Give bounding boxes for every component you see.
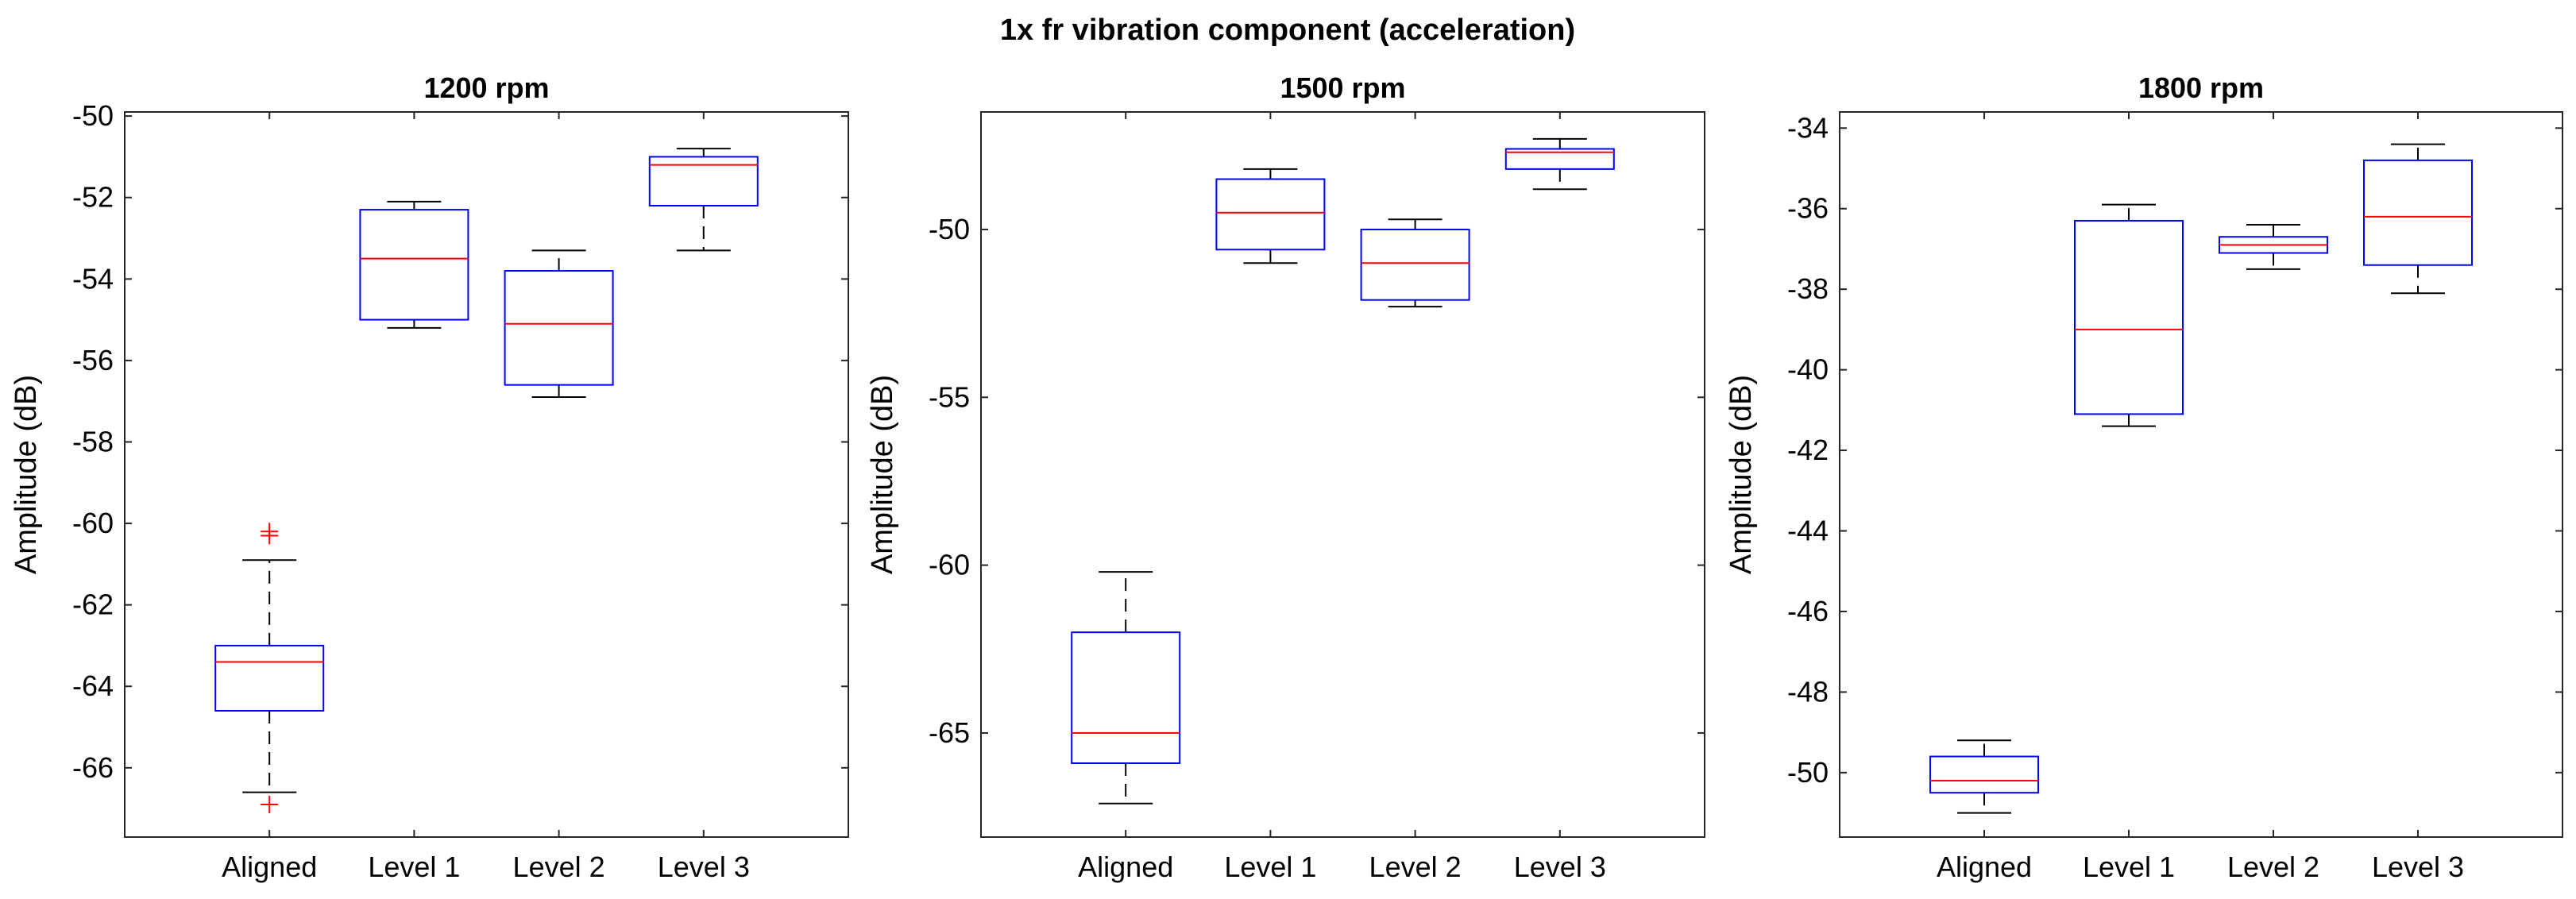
box-level-2 — [1360, 218, 1470, 308]
panel-title: 1500 rpm — [1280, 71, 1405, 104]
x-tick-label: Level 3 — [658, 851, 750, 883]
y-axis-label: Amplitude (dB) — [10, 375, 43, 574]
x-tick-label: Aligned — [222, 851, 317, 883]
plot-frame — [124, 111, 849, 838]
y-tick-label: -62 — [72, 588, 114, 621]
y-tick-label: -52 — [72, 181, 114, 214]
x-tick-label: Level 2 — [1369, 851, 1462, 883]
box-aligned — [1071, 571, 1181, 804]
y-tick-label: -58 — [72, 425, 114, 457]
y-tick-label: -65 — [929, 716, 970, 749]
y-tick-label: -55 — [929, 380, 970, 413]
box-level-1 — [2074, 203, 2184, 427]
x-tick-label: Level 1 — [1224, 851, 1316, 883]
box-aligned — [1929, 739, 2039, 814]
y-tick-label: -60 — [929, 549, 970, 581]
box-level-2 — [2219, 224, 2328, 270]
iqr-box — [504, 270, 614, 386]
panel-1200-rpm: 1200 rpm -66 -64 -62 -60 -58 -56 -54 -52 -50 Align… — [10, 71, 849, 883]
box-level-3 — [1504, 137, 1615, 191]
y-tick-label: -64 — [72, 669, 114, 702]
box-level-1 — [359, 200, 469, 329]
iqr-box — [648, 156, 759, 206]
x-tick-label: Aligned — [1937, 851, 2032, 883]
iqr-box — [1929, 755, 2039, 794]
y-tick-label: -40 — [1787, 353, 1829, 386]
y-tick-label: -50 — [1787, 756, 1829, 789]
iqr-box — [214, 644, 325, 712]
y-tick-label: -50 — [72, 99, 114, 132]
x-tick-label: Level 2 — [2227, 851, 2319, 883]
iqr-box — [2074, 219, 2184, 415]
x-tick-label: Level 1 — [368, 851, 460, 883]
iqr-box — [2363, 159, 2473, 266]
y-tick-label: -42 — [1787, 434, 1829, 466]
figure-title: 1x fr vibration component (acceleration) — [1000, 14, 1575, 47]
y-tick-label: -60 — [72, 507, 114, 539]
x-tick-label: Level 1 — [2083, 851, 2175, 883]
iqr-box — [1215, 178, 1326, 251]
box-aligned — [214, 523, 325, 813]
box-level-3 — [2363, 143, 2473, 295]
panel-1800-rpm: 1800 rpm -50 -48 -46 -44 -42 -40 -38 -36 -34 Align… — [1724, 71, 2563, 883]
x-tick-label: Aligned — [1078, 851, 1173, 883]
panel-title: 1200 rpm — [423, 71, 549, 104]
y-tick-label: -54 — [72, 262, 114, 295]
y-tick-label: -50 — [929, 213, 970, 245]
y-tick-label: -48 — [1787, 675, 1829, 708]
iqr-box — [1504, 148, 1615, 170]
iqr-box — [359, 209, 469, 321]
y-tick-label: -46 — [1787, 595, 1829, 627]
x-tick-label: Level 3 — [2372, 851, 2464, 883]
box-level-3 — [648, 148, 759, 252]
x-tick-label: Level 2 — [513, 851, 605, 883]
y-tick-label: -44 — [1787, 515, 1829, 547]
plot-frame — [1839, 111, 2563, 838]
panel-1500-rpm: 1500 rpm -65 -60 -55 -50 Aligned Level 1 Level … — [866, 71, 1705, 883]
y-tick-label: -66 — [72, 751, 114, 784]
y-tick-label: -38 — [1787, 272, 1829, 305]
y-tick-label: -34 — [1787, 111, 1829, 144]
y-tick-label: -56 — [72, 344, 114, 376]
panel-title: 1800 rpm — [2138, 71, 2264, 104]
iqr-box — [1071, 631, 1181, 765]
x-tick-label: Level 3 — [1514, 851, 1606, 883]
y-axis-label: Amplitude (dB) — [1724, 375, 1758, 574]
box-level-1 — [1215, 168, 1326, 264]
iqr-box — [1360, 228, 1470, 301]
y-axis-label: Amplitude (dB) — [866, 375, 899, 574]
plot-frame — [980, 111, 1705, 838]
box-level-2 — [504, 249, 614, 399]
outlier-marker — [261, 795, 279, 813]
y-tick-label: -36 — [1787, 192, 1829, 225]
outlier-marker — [261, 527, 279, 545]
